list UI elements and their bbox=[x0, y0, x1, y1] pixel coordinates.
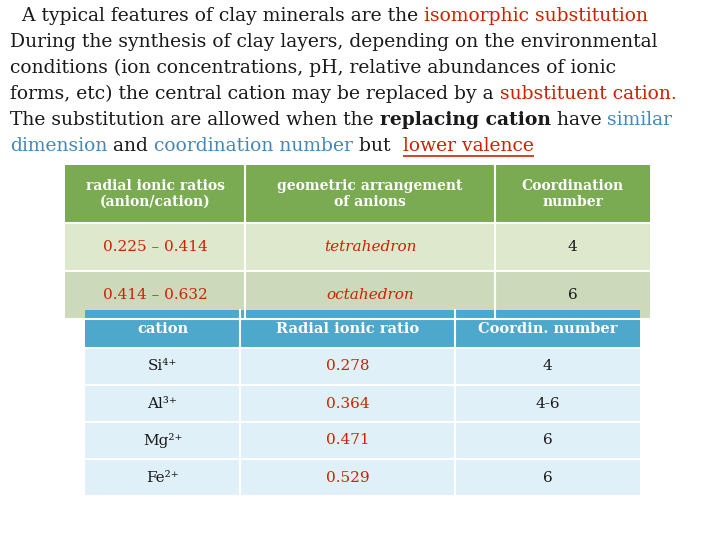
Text: Si⁴⁺: Si⁴⁺ bbox=[148, 360, 177, 374]
Text: Fe²⁺: Fe²⁺ bbox=[146, 470, 179, 484]
Bar bbox=[85, 310, 640, 348]
Text: 0.529: 0.529 bbox=[325, 470, 369, 484]
Text: cation: cation bbox=[137, 322, 188, 336]
Text: 0.414 – 0.632: 0.414 – 0.632 bbox=[103, 288, 207, 302]
Text: isomorphic substitution: isomorphic substitution bbox=[424, 7, 648, 25]
Text: have: have bbox=[551, 111, 607, 129]
Text: conditions (ion concentrations, pH, relative abundances of ionic: conditions (ion concentrations, pH, rela… bbox=[10, 59, 616, 77]
Bar bbox=[65, 223, 650, 271]
Text: Radial ionic ratio: Radial ionic ratio bbox=[276, 322, 419, 336]
Text: dimension: dimension bbox=[10, 137, 107, 155]
Bar bbox=[85, 348, 640, 385]
Text: replacing cation: replacing cation bbox=[379, 111, 551, 129]
Bar bbox=[65, 271, 650, 319]
Text: 6: 6 bbox=[543, 470, 552, 484]
Bar bbox=[85, 459, 640, 496]
Bar bbox=[85, 422, 640, 459]
Text: 4-6: 4-6 bbox=[535, 396, 560, 410]
Text: 6: 6 bbox=[543, 434, 552, 448]
Text: Al³⁺: Al³⁺ bbox=[148, 396, 177, 410]
Text: 4: 4 bbox=[543, 360, 552, 374]
Text: but: but bbox=[353, 137, 402, 155]
Text: substituent cation.: substituent cation. bbox=[500, 85, 676, 103]
Text: and: and bbox=[107, 137, 154, 155]
Text: 0.225 – 0.414: 0.225 – 0.414 bbox=[103, 240, 207, 254]
Text: geometric arrangement
of anions: geometric arrangement of anions bbox=[277, 179, 463, 209]
Text: tetrahedron: tetrahedron bbox=[324, 240, 416, 254]
Text: forms, etc) the central cation may be replaced by a: forms, etc) the central cation may be re… bbox=[10, 85, 500, 103]
Text: 0.364: 0.364 bbox=[325, 396, 369, 410]
Text: coordination number: coordination number bbox=[154, 137, 353, 155]
Text: The substitution are allowed when the: The substitution are allowed when the bbox=[10, 111, 379, 129]
Text: Coordination
number: Coordination number bbox=[521, 179, 624, 209]
Text: A typical features of clay minerals are the: A typical features of clay minerals are … bbox=[10, 7, 424, 25]
Text: radial ionic ratios
(anion/cation): radial ionic ratios (anion/cation) bbox=[86, 179, 225, 209]
Text: 6: 6 bbox=[567, 288, 577, 302]
Text: 0.471: 0.471 bbox=[325, 434, 369, 448]
Text: similar: similar bbox=[607, 111, 672, 129]
Text: Mg²⁺: Mg²⁺ bbox=[143, 433, 182, 448]
Text: During the synthesis of clay layers, depending on the environmental: During the synthesis of clay layers, dep… bbox=[10, 33, 657, 51]
Text: 4: 4 bbox=[567, 240, 577, 254]
Bar bbox=[65, 165, 650, 223]
Text: lower valence: lower valence bbox=[402, 137, 534, 155]
Text: octahedron: octahedron bbox=[326, 288, 414, 302]
Text: 0.278: 0.278 bbox=[325, 360, 369, 374]
Text: Coordin. number: Coordin. number bbox=[478, 322, 617, 336]
Bar bbox=[85, 385, 640, 422]
